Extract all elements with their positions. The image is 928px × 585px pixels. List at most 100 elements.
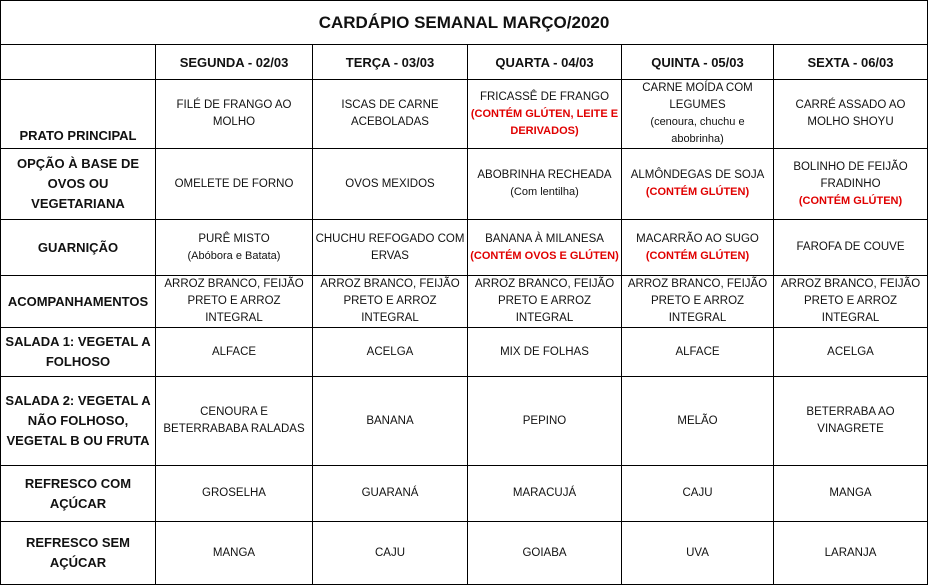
allergen-warning: (CONTÉM OVOS E GLÚTEN) bbox=[470, 249, 619, 262]
allergen-warning: (CONTÉM GLÚTEN) bbox=[645, 249, 750, 262]
menu-row: SALADA 1: VEGETAL A FOLHOSO ALFACE ACELGA M… bbox=[0, 327, 928, 377]
dish-name: OMELETE DE FORNO bbox=[174, 177, 294, 190]
menu-cell: ARROZ BRANCO, FEIJÃO PRETO E ARROZ INTEG… bbox=[621, 275, 774, 328]
menu-cell: MARACUJÁ bbox=[467, 465, 622, 522]
dish-note: (Com lentilha) bbox=[510, 186, 579, 198]
dish-name: MACARRÃO AO SUGO bbox=[636, 232, 759, 245]
menu-row: REFRESCO SEM AÇÚCAR MANGA CAJU GOIABA UVA LAR… bbox=[0, 521, 928, 585]
day-header: SEGUNDA - 02/03 bbox=[155, 44, 313, 80]
dish-name: BOLINHO DE FEIJÃO FRADINHO bbox=[793, 160, 908, 190]
dish-name: CARNE MOÍDA COM LEGUMES bbox=[642, 82, 753, 111]
row-label: GUARNIÇÃO bbox=[0, 219, 156, 276]
menu-cell: BANANA bbox=[312, 376, 468, 466]
dish-name: ARROZ BRANCO, FEIJÃO PRETO E ARROZ INTEG… bbox=[627, 278, 768, 324]
menu-cell: ARROZ BRANCO, FEIJÃO PRETO E ARROZ INTEG… bbox=[312, 275, 468, 328]
menu-cell: CHUCHU REFOGADO COM ERVAS bbox=[312, 219, 468, 276]
dish-name: MIX DE FOLHAS bbox=[500, 345, 589, 358]
dish-name: GOIABA bbox=[522, 546, 567, 559]
dish-name: ABOBRINHA RECHEADA bbox=[477, 169, 612, 181]
dish-name: FILÉ DE FRANGO AO MOLHO bbox=[176, 99, 292, 128]
menu-cell: BETERRABA AO VINAGRETE bbox=[772, 376, 928, 466]
menu-row: GUARNIÇÃO PURÊ MISTO (Abóbora e Batata) CHU… bbox=[0, 219, 928, 276]
menu-cell: MACARRÃO AO SUGO (CONTÉM GLÚTEN) bbox=[621, 219, 774, 276]
menu-cell: ISCAS DE CARNE ACEBOLADAS bbox=[312, 79, 468, 149]
menu-cell: GOIABA bbox=[467, 521, 622, 585]
menu-cell: CAJU bbox=[621, 465, 774, 522]
dish-name: ARROZ BRANCO, FEIJÃO PRETO E ARROZ INTEG… bbox=[320, 278, 460, 324]
dish-name: ISCAS DE CARNE ACEBOLADAS bbox=[341, 99, 439, 128]
day-header: SEXTA - 06/03 bbox=[772, 44, 928, 80]
dish-note: (cenoura, chuchu e abobrinha) bbox=[650, 116, 745, 145]
dish-name: ARROZ BRANCO, FEIJÃO PRETO E ARROZ INTEG… bbox=[780, 278, 921, 324]
dish-name: PURÊ MISTO bbox=[198, 232, 270, 245]
dish-name: BANANA bbox=[366, 414, 414, 427]
menu-cell: LARANJA bbox=[772, 521, 928, 585]
menu-cell: BOLINHO DE FEIJÃO FRADINHO (CONTÉM GLÚTEN… bbox=[772, 148, 928, 220]
menu-cell: FAROFA DE COUVE bbox=[772, 219, 928, 276]
row-label: PRATO PRINCIPAL bbox=[0, 79, 156, 149]
day-header: TERÇA - 03/03 bbox=[312, 44, 468, 80]
menu-cell: MANGA bbox=[155, 521, 313, 585]
menu-cell: GROSELHA bbox=[155, 465, 313, 522]
day-header: QUINTA - 05/03 bbox=[621, 44, 774, 80]
menu-cell: PEPINO bbox=[467, 376, 622, 466]
dish-name: MARACUJÁ bbox=[512, 487, 577, 499]
menu-cell: CENOURA E BETERRABABA RALADAS bbox=[155, 376, 313, 466]
menu-cell: ALFACE bbox=[621, 327, 774, 377]
dish-name: MANGA bbox=[212, 546, 256, 559]
allergen-warning: (CONTÉM GLÚTEN, LEITE E DERIVADOS) bbox=[470, 107, 619, 137]
dish-name: PEPINO bbox=[522, 414, 567, 427]
dish-name: ARROZ BRANCO, FEIJÃO PRETO E ARROZ INTEG… bbox=[474, 278, 615, 324]
dish-name: ACELGA bbox=[366, 345, 414, 358]
dish-name: MELÃO bbox=[677, 414, 718, 427]
dish-name: UVA bbox=[686, 546, 709, 559]
menu-cell: ARROZ BRANCO, FEIJÃO PRETO E ARROZ INTEG… bbox=[467, 275, 622, 328]
row-label: SALADA 2: VEGETAL A NÃO FOLHOSO, VEGETAL… bbox=[0, 376, 156, 466]
menu-title: CARDÁPIO SEMANAL MARÇO/2020 bbox=[0, 0, 928, 45]
menu-cell: ACELGA bbox=[772, 327, 928, 377]
empty-corner-cell bbox=[0, 44, 156, 80]
dish-name: ALMÔNDEGAS DE SOJA bbox=[630, 169, 765, 181]
dish-name: CAJU bbox=[374, 546, 406, 559]
dish-name: FAROFA DE COUVE bbox=[796, 241, 905, 253]
menu-cell: UVA bbox=[621, 521, 774, 585]
row-label: REFRESCO COM AÇÚCAR bbox=[0, 465, 156, 522]
menu-cell: BANANA À MILANESA (CONTÉM OVOS E GLÚTEN) bbox=[467, 219, 622, 276]
menu-row: OPÇÃO À BASE DE OVOS OU VEGETARIANA OMELE… bbox=[0, 148, 928, 220]
dish-name: LARANJA bbox=[824, 546, 877, 559]
menu-cell: ALMÔNDEGAS DE SOJA (CONTÉM GLÚTEN) bbox=[621, 148, 774, 220]
menu-cell: PURÊ MISTO (Abóbora e Batata) bbox=[155, 219, 313, 276]
day-header-row: SEGUNDA - 02/03 TERÇA - 03/03 QUARTA - 0… bbox=[0, 44, 928, 80]
dish-name: OVOS MEXIDOS bbox=[345, 177, 435, 190]
menu-row: PRATO PRINCIPAL FILÉ DE FRANGO AO MOLHO IS… bbox=[0, 79, 928, 149]
allergen-warning: (CONTÉM GLÚTEN) bbox=[798, 194, 903, 207]
row-label: SALADA 1: VEGETAL A FOLHOSO bbox=[0, 327, 156, 377]
menu-cell: FRICASSÊ DE FRANGO (CONTÉM GLÚTEN, LEITE … bbox=[467, 79, 622, 149]
dish-name: FRICASSÊ DE FRANGO bbox=[479, 90, 610, 103]
title-row: CARDÁPIO SEMANAL MARÇO/2020 bbox=[0, 0, 928, 45]
menu-cell: FILÉ DE FRANGO AO MOLHO bbox=[155, 79, 313, 149]
dish-name: ALFACE bbox=[675, 345, 720, 358]
menu-cell: MELÃO bbox=[621, 376, 774, 466]
dish-name: MANGA bbox=[829, 487, 872, 499]
dish-name: ALFACE bbox=[211, 345, 257, 358]
dish-name: BANANA À MILANESA bbox=[485, 232, 604, 245]
menu-cell: ALFACE bbox=[155, 327, 313, 377]
menu-row: ACOMPANHAMENTOS ARROZ BRANCO, FEIJÃO PRET… bbox=[0, 275, 928, 328]
menu-cell: ARROZ BRANCO, FEIJÃO PRETO E ARROZ INTEG… bbox=[772, 275, 928, 328]
dish-name: CARRÉ ASSADO AO MOLHO SHOYU bbox=[795, 99, 906, 128]
dish-name: CHUCHU REFOGADO COM ERVAS bbox=[315, 232, 465, 262]
dish-name: GROSELHA bbox=[202, 487, 266, 499]
menu-cell: CARNE MOÍDA COM LEGUMES (cenoura, chuchu … bbox=[621, 79, 774, 149]
dish-note: (Abóbora e Batata) bbox=[187, 249, 281, 262]
day-header: QUARTA - 04/03 bbox=[467, 44, 622, 80]
menu-cell: OVOS MEXIDOS bbox=[312, 148, 468, 220]
menu-cell: OMELETE DE FORNO bbox=[155, 148, 313, 220]
menu-cell: ACELGA bbox=[312, 327, 468, 377]
menu-row: REFRESCO COM AÇÚCAR GROSELHA GUARANÁ MARACU… bbox=[0, 465, 928, 522]
menu-cell: MIX DE FOLHAS bbox=[467, 327, 622, 377]
dish-name: CENOURA E BETERRABABA RALADAS bbox=[163, 406, 305, 435]
menu-cell: MANGA bbox=[772, 465, 928, 522]
menu-row: SALADA 2: VEGETAL A NÃO FOLHOSO, VEGETAL… bbox=[0, 376, 928, 466]
